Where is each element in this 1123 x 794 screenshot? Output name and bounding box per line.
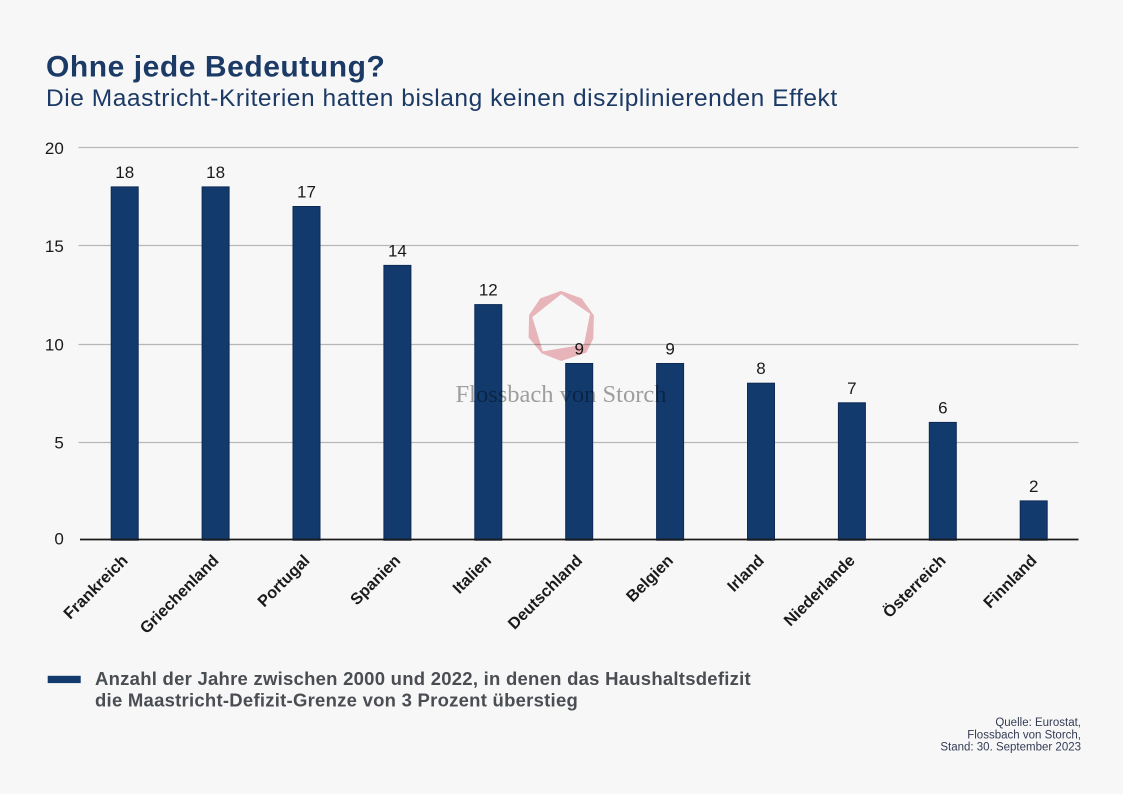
svg-text:2: 2 [1029, 477, 1038, 496]
svg-text:17: 17 [297, 183, 316, 202]
svg-text:10: 10 [45, 336, 64, 355]
svg-text:Flossbach von Storch,: Flossbach von Storch, [967, 729, 1081, 741]
svg-text:Ohne jede Bedeutung?: Ohne jede Bedeutung? [46, 51, 385, 84]
svg-text:18: 18 [115, 163, 134, 182]
svg-text:14: 14 [388, 241, 407, 260]
svg-text:20: 20 [45, 139, 64, 158]
svg-text:9: 9 [665, 340, 674, 359]
svg-text:5: 5 [54, 434, 63, 453]
svg-text:12: 12 [479, 281, 498, 300]
svg-text:Quelle: Eurostat,: Quelle: Eurostat, [995, 717, 1081, 729]
svg-text:die Maastricht-Defizit-Grenze: die Maastricht-Defizit-Grenze von 3 Proz… [95, 690, 578, 711]
svg-text:Die Maastricht-Kriterien hatte: Die Maastricht-Kriterien hatten bislang … [46, 85, 838, 112]
svg-text:0: 0 [54, 530, 63, 549]
svg-text:7: 7 [847, 379, 856, 398]
svg-text:18: 18 [206, 163, 225, 182]
svg-text:15: 15 [45, 237, 64, 256]
svg-text:Stand: 30. September 2023: Stand: 30. September 2023 [940, 742, 1081, 754]
svg-text:Anzahl der Jahre zwischen 2000: Anzahl der Jahre zwischen 2000 und 2022,… [95, 668, 751, 689]
svg-text:8: 8 [756, 359, 765, 378]
svg-text:Flossbach von Storch: Flossbach von Storch [456, 381, 667, 408]
svg-text:6: 6 [938, 398, 947, 417]
